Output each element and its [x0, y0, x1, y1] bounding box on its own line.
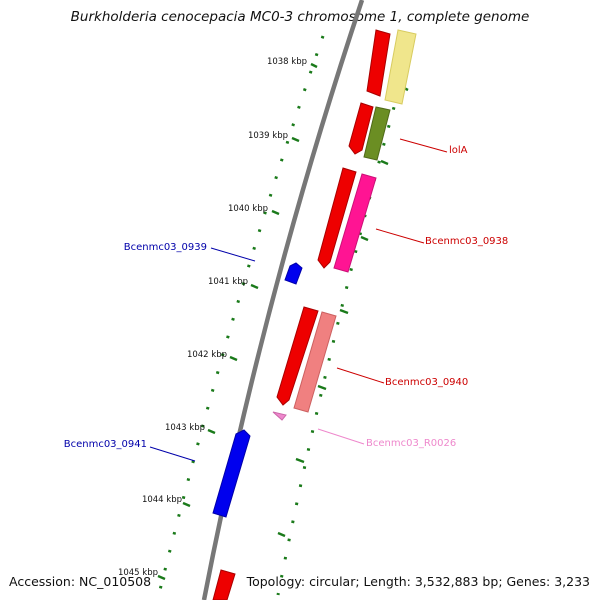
outer-tick [360, 235, 369, 242]
tick-1045 [157, 574, 166, 581]
gene-Bcenmc03_0939 [284, 262, 303, 285]
outer-tick [339, 308, 349, 315]
leader-R0026 [317, 428, 365, 445]
tick-label: 1039 kbp [248, 131, 288, 141]
outer-tick [295, 457, 305, 464]
tick-label: 1044 kbp [142, 495, 182, 505]
gene-red-top [366, 29, 391, 97]
length-value: 3,532,883 bp [415, 574, 507, 589]
outer-tick [380, 159, 389, 166]
gene-red-bottom [212, 569, 236, 600]
leader-lines [149, 138, 448, 462]
gene-label-lolA: lolA [449, 145, 468, 156]
outer-tick [277, 531, 286, 538]
map-title: Burkholderia cenocepacia MC0-3 chromosom… [70, 9, 530, 25]
leader-0940 [336, 367, 385, 384]
genes-value: 3,233 [554, 574, 590, 589]
gene-red-3 [317, 167, 357, 269]
tick-1042 [229, 355, 238, 362]
gene-label-R0026: Bcenmc03_R0026 [366, 438, 456, 449]
gene-Bcenmc03_0938 [333, 173, 377, 273]
tick-1038 [310, 62, 318, 69]
topology-label: Topology [247, 574, 309, 589]
tick-label: 1045 kbp [118, 568, 158, 578]
gene-label-0941: Bcenmc03_0941 [64, 439, 147, 450]
tick-1040 [271, 209, 280, 216]
tick-ring-outer [276, 35, 416, 596]
tick-1039 [291, 136, 300, 143]
topology-value: circular [309, 574, 363, 589]
tick-labels: 1038 kbp 1039 kbp 1040 kbp 1041 kbp 1042… [118, 57, 307, 578]
gene-red-2 [348, 102, 374, 155]
genes-label: Genes [507, 574, 555, 589]
gene-red-4 [276, 306, 319, 406]
outer-tick [317, 384, 327, 391]
gene-Bcenmc03_0941 [212, 429, 251, 518]
tick-label: 1041 kbp [208, 277, 248, 287]
leader-lolA [399, 138, 448, 153]
tick-ring-inner [158, 35, 325, 591]
gene-Bcenmc03_0940 [293, 311, 337, 413]
features [212, 29, 417, 600]
tick-label: 1040 kbp [228, 204, 268, 214]
genome-stats: TopologycircularLength3,532,883 bpGenes3… [247, 574, 590, 589]
tick-1043 [207, 428, 216, 435]
tick-label: 1038 kbp [267, 57, 307, 67]
gene-labels: lolA Bcenmc03_0938 Bcenmc03_0939 Bcenmc0… [64, 145, 509, 450]
accession-label: Accession [9, 574, 79, 589]
gene-yellow-top [384, 29, 417, 105]
tick-label: 1042 kbp [187, 350, 227, 360]
gene-label-0939: Bcenmc03_0939 [124, 242, 207, 253]
accession-info: AccessionNC_010508 [9, 574, 151, 589]
length-label: Length [364, 574, 415, 589]
leader-0938 [375, 228, 425, 244]
gene-lolA [363, 106, 391, 161]
gene-label-0940: Bcenmc03_0940 [385, 377, 468, 388]
accession-value: NC_010508 [79, 574, 152, 589]
gene-Bcenmc03_R0026 [272, 411, 287, 421]
tick-1041 [250, 283, 259, 290]
tick-label: 1043 kbp [165, 423, 205, 433]
tick-1044 [182, 501, 191, 508]
leader-0941 [149, 446, 196, 462]
leader-0939 [210, 247, 256, 262]
gene-label-0938: Bcenmc03_0938 [425, 236, 508, 247]
